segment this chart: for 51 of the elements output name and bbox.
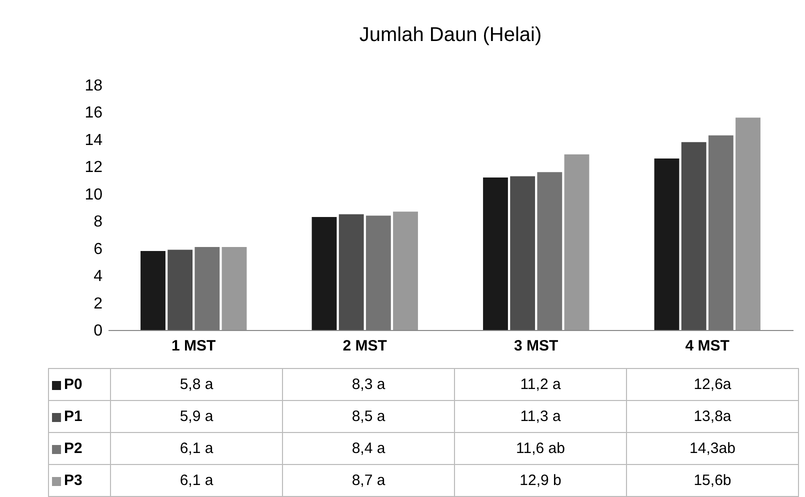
y-tick-label: 6 — [94, 240, 103, 258]
bar — [708, 135, 734, 330]
x-tick-label: 4 MST — [685, 338, 730, 354]
data-label: 11,3 a — [454, 400, 626, 432]
bar — [338, 214, 364, 330]
data-label: 8,7 a — [282, 464, 454, 496]
legend-label: P1 — [48, 400, 110, 432]
data-label: 12,6a — [626, 368, 798, 400]
data-label: 11,2 a — [454, 368, 626, 400]
bar — [564, 154, 590, 330]
data-label: 15,6b — [626, 464, 798, 496]
data-label: 13,8a — [626, 400, 798, 432]
bar — [366, 216, 391, 330]
data-label: 5,9 a — [110, 400, 282, 432]
y-tick-label: 16 — [84, 104, 103, 122]
x-tick-label: 3 MST — [514, 338, 558, 354]
bar — [483, 178, 508, 330]
y-tick-label: 12 — [84, 159, 103, 176]
y-tick-label: 10 — [84, 186, 103, 204]
chart-title: Jumlah Daun (Helai) — [359, 24, 542, 46]
data-label: 8,3 a — [282, 368, 454, 400]
x-tick-label: 2 MST — [342, 338, 387, 354]
y-tick-label: 8 — [94, 214, 103, 231]
bar — [194, 246, 220, 330]
bar — [681, 142, 706, 330]
legend-label: P0 — [48, 368, 110, 400]
legend-label: P2 — [48, 432, 110, 464]
bar — [312, 217, 337, 330]
x-tick-label: 1 MST — [172, 338, 216, 354]
bar — [736, 118, 760, 330]
data-label: 6,1 a — [110, 432, 282, 464]
bar — [510, 176, 536, 330]
bar — [140, 251, 166, 330]
bar — [222, 246, 247, 330]
y-tick-label: 2 — [94, 295, 103, 312]
data-label: 14,3ab — [626, 432, 798, 464]
bar — [393, 212, 418, 330]
data-label: 5,8 a — [110, 368, 282, 400]
y-tick-label: 0 — [94, 322, 103, 340]
data-label: 11,6 ab — [454, 432, 626, 464]
bar — [168, 250, 193, 330]
data-label: 8,4 a — [282, 432, 454, 464]
legend-label: P3 — [48, 464, 110, 496]
data-label: 6,1 a — [110, 464, 282, 496]
bar — [537, 172, 562, 330]
data-label: 8,5 a — [282, 400, 454, 432]
bar — [654, 158, 680, 330]
y-tick-label: 14 — [84, 132, 103, 149]
y-tick-label: 18 — [84, 78, 103, 94]
data-label: 12,9 b — [454, 464, 626, 496]
y-tick-label: 4 — [94, 268, 103, 286]
